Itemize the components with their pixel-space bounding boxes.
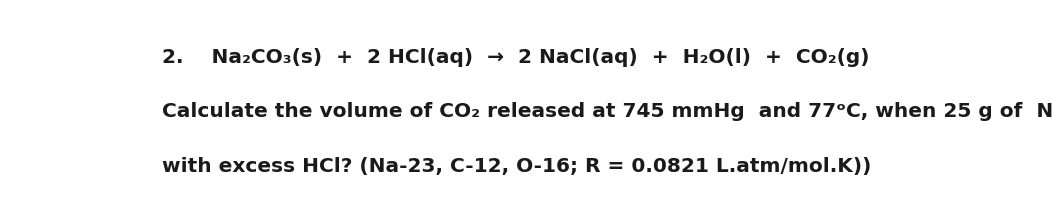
Text: with excess HCl? (Na-23, C-12, O-16; R = 0.0821 L.atm/mol.K)): with excess HCl? (Na-23, C-12, O-16; R =… bbox=[162, 157, 872, 176]
Text: Calculate the volume of CO₂ released at 745 mmHg  and 77ᵒC, when 25 g of  Na₂CO₃: Calculate the volume of CO₂ released at … bbox=[162, 102, 1052, 121]
Text: 2.    Na₂CO₃(s)  +  2 HCl(aq)  →  2 NaCl(aq)  +  H₂O(l)  +  CO₂(g): 2. Na₂CO₃(s) + 2 HCl(aq) → 2 NaCl(aq) + … bbox=[162, 48, 870, 67]
